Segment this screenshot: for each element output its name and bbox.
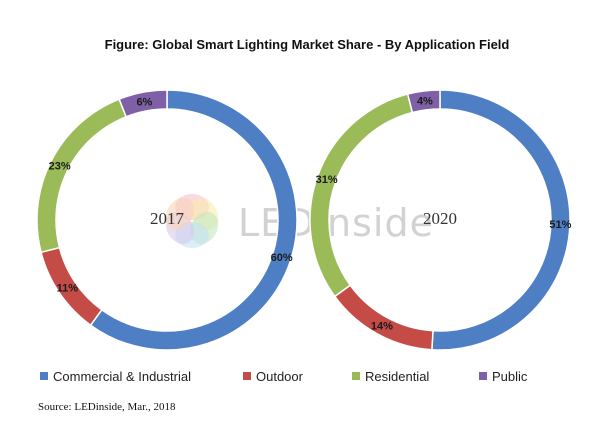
legend-label-outdoor: Outdoor <box>256 369 304 384</box>
slice-label-2017-commercial-and-industrial: 60% <box>271 252 293 264</box>
legend-swatch-residential <box>352 372 360 380</box>
donut-center-year-2020: 2020 <box>423 209 457 228</box>
donut-chart-2017: 60% 11% 23% 6% 2017 <box>36 89 298 351</box>
legend-label-residential: Residential <box>365 369 429 384</box>
slice-2017-public <box>118 89 168 118</box>
legend-swatch-commercial-and-industrial <box>40 372 48 380</box>
slice-2020-public <box>406 89 441 114</box>
watermark-text: LEDinside <box>238 201 434 245</box>
watermark-text-inside: inside <box>315 201 434 245</box>
watermark-logo-icon <box>165 194 219 248</box>
watermark-logo-petal <box>175 222 209 248</box>
watermark: LEDinside <box>165 194 434 248</box>
watermark-logo-petal <box>165 197 195 231</box>
watermark-logo-petal <box>189 211 219 245</box>
slice-label-2020-residential: 31% <box>316 174 338 186</box>
slice-label-2017-outdoor: 11% <box>57 283 79 295</box>
donut-center-year-2017: 2017 <box>150 209 185 228</box>
chart-title: Figure: Global Smart Lighting Market Sha… <box>105 37 510 52</box>
legend-label-commercial-and-industrial: Commercial & Industrial <box>53 369 191 384</box>
slice-label-2017-public: 6% <box>136 97 152 109</box>
donut-chart-2020: 51% 14% 31% 4% 2020 <box>309 89 572 351</box>
legend-swatch-outdoor <box>243 372 251 380</box>
legend-label-public: Public <box>492 369 528 384</box>
legend-swatch-public <box>479 372 487 380</box>
slice-2017-residential <box>36 98 128 254</box>
slice-2020-residential <box>309 93 414 298</box>
slice-label-2017-residential: 23% <box>49 160 71 172</box>
watermark-logo-petal <box>175 194 209 220</box>
slice-label-2020-public: 4% <box>417 96 433 108</box>
slice-label-2020-commercial-and-industrial: 51% <box>549 219 571 231</box>
slice-2020-outdoor <box>333 284 434 351</box>
source-note: Source: LEDinside, Mar., 2018 <box>38 401 176 413</box>
watermark-logo-petal <box>189 197 219 231</box>
slice-label-2020-outdoor: 14% <box>371 321 393 333</box>
legend: Commercial & Industrial Outdoor Residentia… <box>40 369 528 384</box>
watermark-logo-petal <box>165 211 195 245</box>
